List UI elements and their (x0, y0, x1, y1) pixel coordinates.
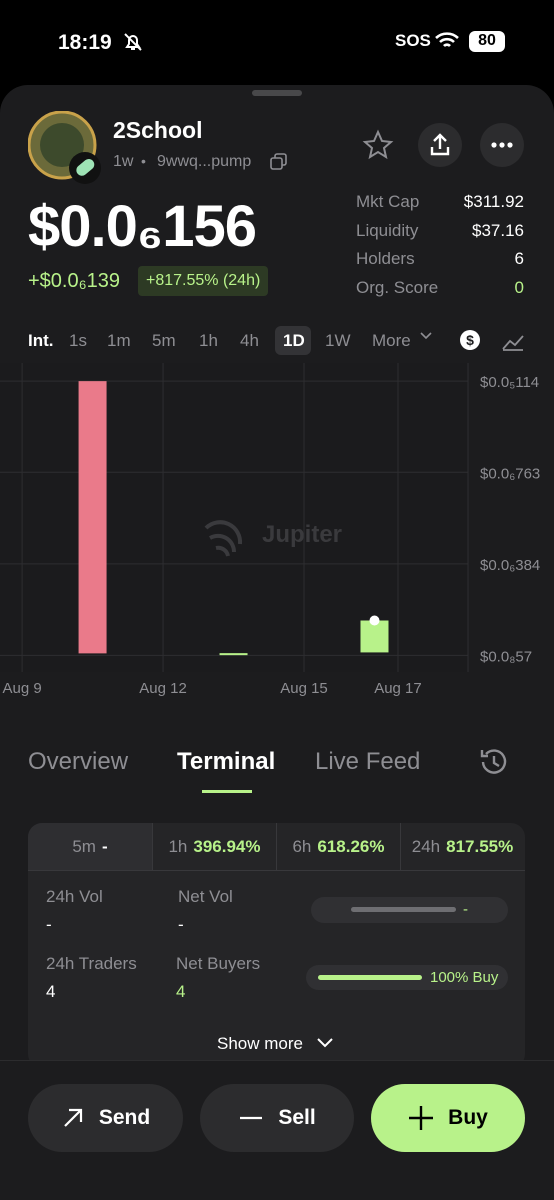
period-value[interactable]: 396.94% (193, 837, 261, 856)
sos: SOS (395, 31, 431, 50)
send-label[interactable]: Send (98, 1106, 151, 1129)
mute-icon (124, 33, 142, 51)
stat-label: Org. Score (356, 278, 439, 297)
plot-bg (0, 363, 468, 672)
period-label[interactable]: 1h (168, 837, 188, 856)
stat-value: 0 (514, 278, 524, 297)
stat-label: Mkt Cap (356, 192, 420, 211)
chevron[interactable] (316, 1035, 334, 1051)
period-label[interactable]: 24h (411, 837, 441, 856)
history-icon[interactable] (478, 746, 510, 778)
star-icon[interactable] (362, 129, 394, 161)
buy-label[interactable]: Buy (448, 1106, 488, 1129)
y-tick-label: $0.0₈57 (480, 648, 532, 665)
net-vol-bar-label: - (463, 901, 468, 918)
interval[interactable]: 4h (240, 331, 259, 350)
candle (219, 653, 248, 656)
interval[interactable]: 5m (152, 331, 176, 350)
y-tick-label: $0.0₆763 (480, 465, 540, 482)
interval[interactable]: Int. (28, 331, 54, 350)
last-price-dot (369, 615, 380, 626)
candle (360, 620, 389, 653)
period-label[interactable]: 5m (72, 837, 96, 856)
stat-value: $37.16 (472, 221, 524, 240)
clock: 18:19 (58, 31, 112, 54)
vol-label: 24h Vol (46, 887, 103, 906)
send-button[interactable]: Send (28, 1084, 183, 1152)
wifi-icon (435, 32, 459, 48)
chart-tools[interactable]: $ (459, 329, 525, 353)
sell-label[interactable]: Sell (278, 1106, 316, 1129)
period-value[interactable]: - (101, 837, 108, 856)
period[interactable]: 5m - (28, 823, 152, 870)
interval[interactable]: 1W (325, 331, 351, 350)
net-buyers-label: Net Buyers (176, 954, 261, 973)
candle (78, 381, 107, 654)
net-vol-label: Net Vol (178, 887, 233, 906)
x-tick-label: Aug 15 (280, 680, 328, 697)
token-address: 9wwq...pump (157, 153, 252, 170)
traders-label: 24h Traders (46, 954, 137, 973)
net-vol-bar (351, 907, 456, 912)
buy-bar-label: 100% Buy (430, 969, 499, 986)
period-value[interactable]: 817.55% (446, 837, 514, 856)
net-vol: - (178, 915, 184, 934)
buy-bar (318, 975, 422, 980)
token-age: 1w (113, 153, 134, 170)
period[interactable]: 6h 618.26% (276, 823, 400, 870)
stat-value: 6 (514, 249, 524, 268)
y-tick-label: $0.0₅114 (480, 374, 539, 391)
tab[interactable]: Terminal (177, 748, 276, 775)
chart: Jupiter $0.0₈57 $0.0₆384 $0.0₆763 $0.0₅114 Au… (0, 363, 540, 697)
svg-text:$: $ (466, 332, 474, 348)
interval[interactable]: 1m (107, 331, 131, 350)
avatar (28, 111, 101, 184)
tab-underline (202, 790, 252, 793)
period-value[interactable]: 618.26% (317, 837, 385, 856)
tab[interactable]: Live Feed (315, 748, 421, 775)
interval[interactable]: More (372, 331, 411, 350)
separator: • (141, 153, 146, 169)
change-pct: +817.55% (24h) (138, 266, 269, 296)
watermark-logo (204, 520, 243, 557)
interval[interactable]: 1h (199, 331, 218, 350)
price: $0.0₆156 (28, 194, 257, 259)
more-caret (420, 330, 432, 344)
sell-button[interactable]: Sell (200, 1084, 354, 1152)
stat-label: Holders (356, 249, 415, 268)
more-button[interactable] (480, 123, 524, 167)
net-buyers: 4 (176, 982, 186, 1001)
period[interactable]: 24h 817.55% (400, 823, 524, 870)
battery: 80 (469, 31, 505, 52)
buy-button[interactable]: Buy (371, 1084, 525, 1152)
stat-label: Liquidity (356, 221, 419, 240)
period[interactable]: 1h 396.94% (152, 823, 276, 870)
interval[interactable]: 1s (69, 331, 87, 350)
traders: 4 (46, 982, 56, 1001)
y-tick-label: $0.0₆384 (480, 557, 540, 574)
tab[interactable]: Overview (28, 748, 129, 775)
watermark: Jupiter (262, 521, 342, 548)
handle (252, 90, 302, 96)
vol: - (46, 915, 52, 934)
divider (28, 870, 525, 871)
token-name: 2School (113, 117, 203, 143)
period-active (28, 823, 152, 870)
period-label[interactable]: 6h (292, 837, 312, 856)
interval[interactable]: 1D (283, 331, 305, 350)
copy-icon[interactable] (270, 153, 288, 171)
show-more[interactable]: Show more (217, 1034, 303, 1053)
stat-value: $311.92 (463, 192, 524, 211)
interval-highlight (275, 326, 311, 355)
x-tick-label: Aug 12 (139, 680, 187, 697)
price-change: +$0.0₆139 (28, 270, 121, 292)
x-tick-label: Aug 17 (374, 680, 422, 697)
x-tick-label: Aug 9 (2, 680, 41, 697)
share-button[interactable] (418, 123, 462, 167)
